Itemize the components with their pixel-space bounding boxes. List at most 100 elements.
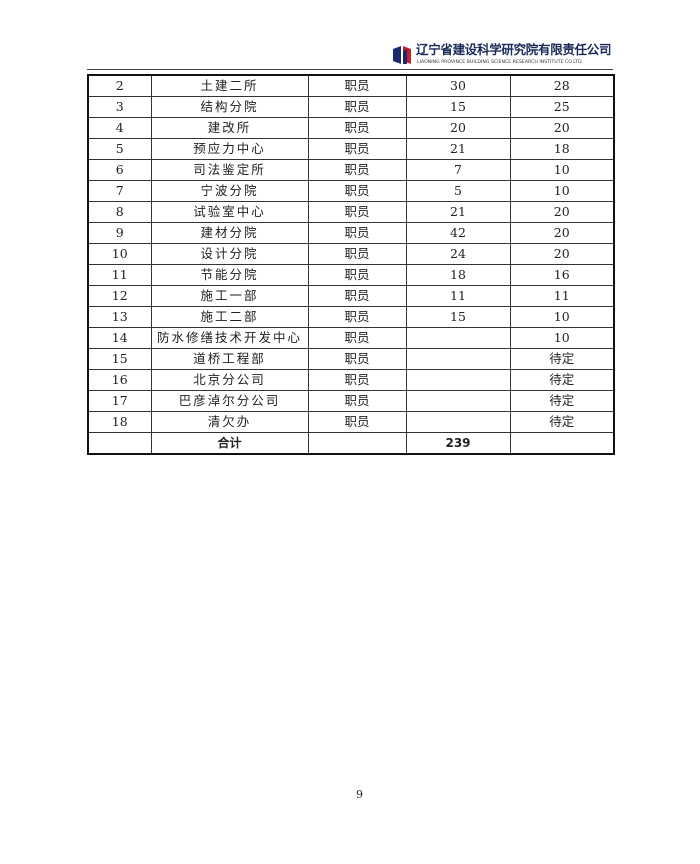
page-number: 9 bbox=[356, 788, 363, 801]
table-row: 6 司法鉴定所 职员 7 10 bbox=[87, 159, 615, 181]
planned-count-cell: 28 bbox=[509, 74, 615, 97]
staffing-table: 2 土建二所 职员 30 28 3 结构分院 职员 15 25 4 建改所 职员 20 20 5 预应力中心 职员… bbox=[87, 74, 615, 455]
role-cell: 职员 bbox=[307, 138, 407, 160]
empty-cell bbox=[509, 432, 615, 455]
department-name-cell: 防水修缮技术开发中心 bbox=[150, 327, 309, 349]
row-number-cell: 11 bbox=[87, 264, 152, 286]
planned-count-cell: 20 bbox=[509, 117, 615, 139]
current-count-cell: 15 bbox=[405, 306, 511, 328]
department-name-cell: 建材分院 bbox=[150, 222, 309, 244]
table-row: 16 北京分公司 职员 待定 bbox=[87, 369, 615, 391]
planned-count-cell: 10 bbox=[509, 159, 615, 181]
department-name-cell: 施工二部 bbox=[150, 306, 309, 328]
role-cell: 职员 bbox=[307, 74, 407, 97]
total-current: 239 bbox=[405, 432, 511, 455]
row-number-cell: 7 bbox=[87, 180, 152, 202]
role-cell: 职员 bbox=[307, 411, 407, 433]
planned-count-cell: 待定 bbox=[509, 348, 615, 370]
planned-count-cell: 待定 bbox=[509, 411, 615, 433]
table-row: 2 土建二所 职员 30 28 bbox=[87, 74, 615, 97]
row-number-cell: 13 bbox=[87, 306, 152, 328]
table-row: 4 建改所 职员 20 20 bbox=[87, 117, 615, 139]
table-row: 12 施工一部 职员 11 11 bbox=[87, 285, 615, 307]
planned-count-cell: 16 bbox=[509, 264, 615, 286]
current-count-cell bbox=[405, 348, 511, 370]
department-name-cell: 建改所 bbox=[150, 117, 309, 139]
role-cell: 职员 bbox=[307, 117, 407, 139]
role-cell: 职员 bbox=[307, 243, 407, 265]
current-count-cell: 18 bbox=[405, 264, 511, 286]
department-name-cell: 道桥工程部 bbox=[150, 348, 309, 370]
planned-count-cell: 11 bbox=[509, 285, 615, 307]
row-number-cell: 15 bbox=[87, 348, 152, 370]
row-number-cell: 5 bbox=[87, 138, 152, 160]
department-name-cell: 土建二所 bbox=[150, 74, 309, 97]
current-count-cell: 21 bbox=[405, 138, 511, 160]
table-row: 17 巴彦淖尔分公司 职员 待定 bbox=[87, 390, 615, 412]
role-cell: 职员 bbox=[307, 96, 407, 118]
table-row: 10 设计分院 职员 24 20 bbox=[87, 243, 615, 265]
planned-count-cell: 20 bbox=[509, 243, 615, 265]
current-count-cell bbox=[405, 411, 511, 433]
planned-count-cell: 10 bbox=[509, 180, 615, 202]
table-row: 3 结构分院 职员 15 25 bbox=[87, 96, 615, 118]
planned-count-cell: 20 bbox=[509, 201, 615, 223]
role-cell: 职员 bbox=[307, 264, 407, 286]
department-name-cell: 结构分院 bbox=[150, 96, 309, 118]
role-cell: 职员 bbox=[307, 201, 407, 223]
planned-count-cell: 18 bbox=[509, 138, 615, 160]
row-number-cell: 6 bbox=[87, 159, 152, 181]
current-count-cell bbox=[405, 327, 511, 349]
department-name-cell: 试验室中心 bbox=[150, 201, 309, 223]
company-name-cn: 辽宁省建设科学研究院有限责任公司 bbox=[416, 42, 612, 57]
planned-count-cell: 待定 bbox=[509, 369, 615, 391]
planned-count-cell: 10 bbox=[509, 327, 615, 349]
header-rule bbox=[87, 69, 613, 70]
department-name-cell: 司法鉴定所 bbox=[150, 159, 309, 181]
current-count-cell bbox=[405, 390, 511, 412]
row-number-cell: 14 bbox=[87, 327, 152, 349]
empty-cell bbox=[87, 432, 152, 455]
row-number-cell: 8 bbox=[87, 201, 152, 223]
total-label: 合计 bbox=[150, 432, 309, 455]
role-cell: 职员 bbox=[307, 306, 407, 328]
row-number-cell: 18 bbox=[87, 411, 152, 433]
table-row: 18 清欠办 职员 待定 bbox=[87, 411, 615, 433]
role-cell: 职员 bbox=[307, 390, 407, 412]
current-count-cell: 42 bbox=[405, 222, 511, 244]
total-row: 合计 239 bbox=[87, 432, 615, 455]
role-cell: 职员 bbox=[307, 348, 407, 370]
table-row: 9 建材分院 职员 42 20 bbox=[87, 222, 615, 244]
table-row: 15 道桥工程部 职员 待定 bbox=[87, 348, 615, 370]
row-number-cell: 4 bbox=[87, 117, 152, 139]
department-name-cell: 宁波分院 bbox=[150, 180, 309, 202]
current-count-cell: 21 bbox=[405, 201, 511, 223]
current-count-cell: 24 bbox=[405, 243, 511, 265]
row-number-cell: 12 bbox=[87, 285, 152, 307]
department-name-cell: 设计分院 bbox=[150, 243, 309, 265]
table-row: 13 施工二部 职员 15 10 bbox=[87, 306, 615, 328]
current-count-cell: 15 bbox=[405, 96, 511, 118]
current-count-cell: 11 bbox=[405, 285, 511, 307]
planned-count-cell: 10 bbox=[509, 306, 615, 328]
empty-cell bbox=[307, 432, 407, 455]
current-count-cell: 20 bbox=[405, 117, 511, 139]
table-row: 5 预应力中心 职员 21 18 bbox=[87, 138, 615, 160]
company-logo bbox=[393, 46, 411, 64]
row-number-cell: 10 bbox=[87, 243, 152, 265]
role-cell: 职员 bbox=[307, 327, 407, 349]
department-name-cell: 预应力中心 bbox=[150, 138, 309, 160]
row-number-cell: 17 bbox=[87, 390, 152, 412]
role-cell: 职员 bbox=[307, 285, 407, 307]
current-count-cell: 5 bbox=[405, 180, 511, 202]
company-name-en: LIAONING PROVINCE BUILDING SCIENCE RESEA… bbox=[417, 60, 584, 65]
role-cell: 职员 bbox=[307, 222, 407, 244]
planned-count-cell: 25 bbox=[509, 96, 615, 118]
role-cell: 职员 bbox=[307, 369, 407, 391]
row-number-cell: 9 bbox=[87, 222, 152, 244]
current-count-cell: 30 bbox=[405, 74, 511, 97]
role-cell: 职员 bbox=[307, 159, 407, 181]
row-number-cell: 3 bbox=[87, 96, 152, 118]
planned-count-cell: 20 bbox=[509, 222, 615, 244]
department-name-cell: 巴彦淖尔分公司 bbox=[150, 390, 309, 412]
